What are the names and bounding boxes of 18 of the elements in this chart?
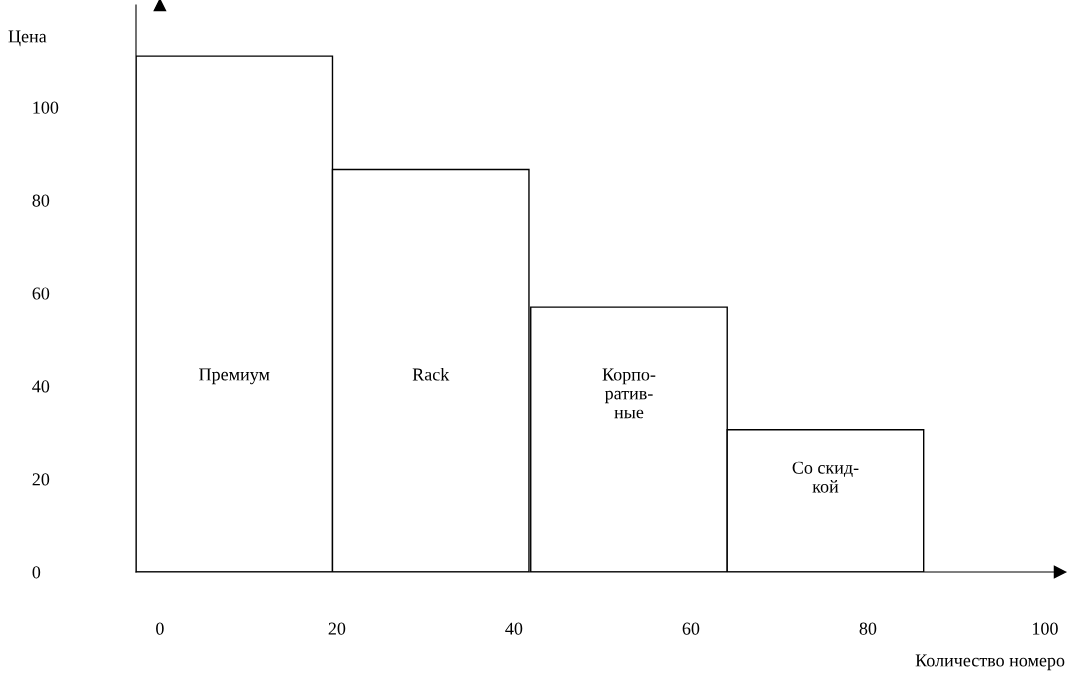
y-axis-title: Цена bbox=[8, 30, 47, 47]
x-tick-label: 40 bbox=[505, 622, 523, 635]
y-tick-label: 40 bbox=[32, 380, 50, 393]
x-tick-label: 0 bbox=[156, 622, 164, 635]
x-tick-label: 80 bbox=[859, 622, 877, 635]
x-axis-title: Количество номеро bbox=[915, 654, 1065, 671]
annotation: Rack bbox=[412, 367, 450, 381]
y-tick-label: 80 bbox=[32, 194, 50, 207]
annotation: Корпо- ратив- ные bbox=[602, 368, 656, 419]
x-tick-label: 100 bbox=[1033, 622, 1058, 635]
y-tick-label: 100 bbox=[33, 101, 59, 114]
annotation: Со скид- кой bbox=[792, 461, 859, 493]
y-tick-label: 0 bbox=[32, 566, 41, 579]
x-tick-label: 20 bbox=[328, 622, 346, 635]
y-tick-label: 60 bbox=[32, 287, 50, 300]
x-tick-label: 60 bbox=[682, 622, 700, 635]
annotation: Премиум bbox=[199, 368, 270, 385]
y-tick-label: 20 bbox=[32, 473, 50, 486]
